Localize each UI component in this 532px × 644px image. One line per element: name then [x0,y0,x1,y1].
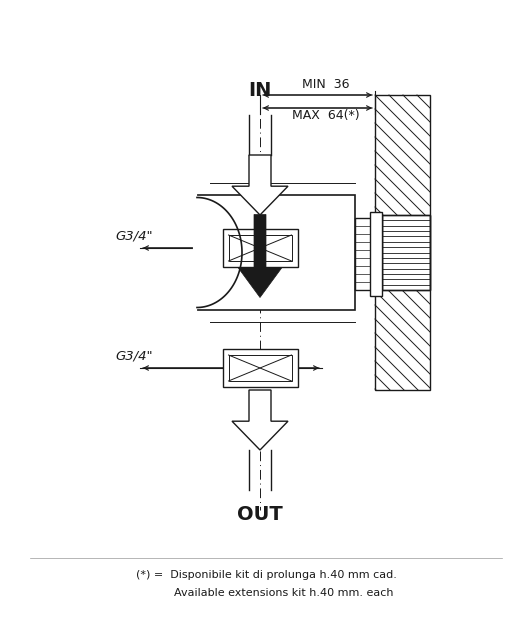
Text: IN: IN [248,81,272,100]
Text: G3/4": G3/4" [115,229,153,242]
Text: Available extensions kit h.40 mm. each: Available extensions kit h.40 mm. each [139,588,393,598]
Text: MIN  36: MIN 36 [302,78,349,91]
Bar [229,355,292,381]
Polygon shape [232,155,288,215]
Bar [229,235,292,261]
Text: OUT: OUT [237,505,283,524]
Bar [370,212,382,296]
Text: G3/4": G3/4" [115,349,153,362]
Bar [195,195,355,310]
Bar [222,229,297,267]
Polygon shape [232,390,288,450]
Bar [355,218,375,290]
Bar [382,215,430,290]
Text: (*) =  Disponibile kit di prolunga h.40 mm cad.: (*) = Disponibile kit di prolunga h.40 m… [136,570,396,580]
Polygon shape [238,214,282,298]
Bar [222,349,297,387]
Bar [382,215,430,290]
Text: MAX  64(*): MAX 64(*) [292,109,359,122]
Bar [375,95,430,390]
